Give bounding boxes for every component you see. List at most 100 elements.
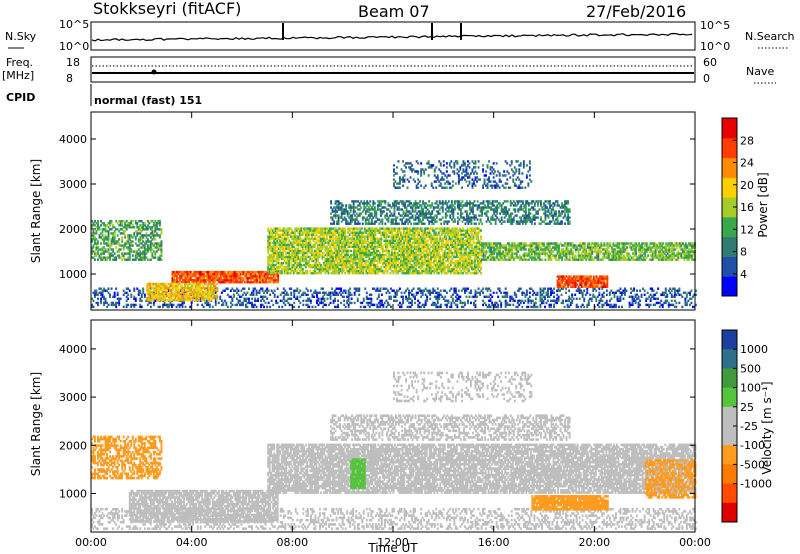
heatmap-cell: [255, 299, 258, 303]
heatmap-cell: [182, 296, 185, 300]
heatmap-cell: [300, 293, 303, 297]
heatmap-cell: [177, 276, 180, 280]
heatmap-cell: [98, 228, 101, 231]
heatmap-cell: [618, 305, 620, 309]
heatmap-cell: [149, 284, 152, 288]
heatmap-cell: [262, 270, 265, 274]
heatmap-cell: [133, 232, 136, 235]
heatmap-cell: [340, 287, 343, 290]
heatmap-cell: [295, 239, 298, 243]
heatmap-cell: [253, 272, 256, 276]
heatmap-cell: [128, 289, 131, 292]
heatmap-cell: [432, 303, 435, 307]
heatmap-cell: [191, 290, 194, 294]
heatmap-cell: [624, 291, 626, 295]
heatmap-cell: [323, 297, 326, 301]
heatmap-cell: [300, 227, 303, 230]
heatmap-cell: [673, 295, 676, 299]
heatmap-cell: [303, 255, 306, 259]
heatmap-cell: [206, 294, 209, 298]
heatmap-cell: [136, 252, 139, 255]
heatmap-cell: [424, 301, 427, 305]
heatmap-cell: [689, 303, 691, 307]
heatmap-cell: [264, 301, 267, 305]
heatmap-cell: [142, 258, 145, 261]
heatmap-cell: [202, 292, 205, 296]
heatmap-cell: [648, 305, 651, 309]
heatmap-cell: [233, 272, 236, 276]
heatmap-cell: [163, 288, 165, 292]
heatmap-cell: [134, 303, 137, 307]
heatmap-cell: [689, 297, 691, 301]
heatmap-cell: [127, 236, 130, 239]
heatmap-cell: [104, 301, 107, 305]
heatmap-cell: [553, 295, 556, 299]
heatmap-cell: [273, 255, 276, 259]
heatmap-cell: [278, 305, 281, 309]
heatmap-cell: [560, 293, 563, 297]
heatmap-cell: [137, 248, 140, 251]
heatmap-cell: [353, 291, 356, 295]
heatmap-cell: [454, 287, 457, 290]
heatmap-cell: [556, 289, 559, 292]
heatmap-cell: [118, 299, 121, 303]
heatmap-cell: [274, 281, 277, 284]
heatmap-cell: [300, 249, 303, 253]
heatmap-cell: [197, 270, 200, 274]
heatmap-cell: [693, 305, 696, 309]
heatmap-cell: [142, 291, 145, 295]
heatmap-cell: [158, 296, 161, 300]
heatmap-cell: [178, 299, 181, 302]
heatmap-cell: [109, 258, 112, 261]
heatmap-cell: [276, 269, 279, 273]
heatmap-cell: [133, 295, 136, 299]
heatmap-cell: [288, 287, 291, 290]
heatmap-cell: [146, 220, 149, 223]
heatmap-cell: [158, 286, 161, 290]
heatmap-cell: [236, 278, 239, 282]
heatmap-cell: [127, 226, 130, 229]
heatmap-cell: [260, 305, 263, 309]
heatmap-cell: [160, 294, 162, 298]
heatmap-cell: [272, 274, 275, 278]
heatmap-cell: [167, 299, 170, 302]
heatmap-cell: [583, 299, 586, 303]
heatmap-cell: [651, 295, 654, 299]
heatmap-cell: [295, 265, 298, 269]
heatmap-cell: [273, 247, 276, 251]
heatmap-cell: [257, 291, 260, 295]
heatmap-cell: [178, 282, 181, 286]
heatmap-cell: [280, 237, 283, 241]
heatmap-cell: [294, 257, 297, 261]
heatmap-cell: [125, 287, 128, 290]
heatmap-cell: [127, 240, 130, 243]
heatmap-cell: [172, 286, 174, 290]
heatmap-cell: [100, 232, 103, 235]
heatmap-cell: [148, 222, 151, 225]
heatmap-cell: [580, 291, 583, 295]
heatmap-cell: [396, 299, 398, 303]
heatmap-cell: [368, 301, 371, 305]
heatmap-cell: [92, 238, 95, 241]
heatmap-cell: [98, 254, 101, 257]
heatmap-cell: [256, 281, 259, 284]
heatmap-cell: [312, 251, 315, 255]
heatmap-cell: [554, 301, 557, 305]
heatmap-cell: [673, 289, 676, 292]
heatmap-cell: [109, 295, 112, 299]
heatmap-cell: [91, 305, 93, 309]
heatmap-cell: [220, 299, 223, 303]
heatmap-cell: [245, 281, 248, 284]
heatmap-cell: [263, 278, 266, 282]
heatmap-cell: [248, 274, 251, 278]
heatmap-cell: [100, 248, 103, 251]
heatmap-cell: [271, 257, 274, 261]
heatmap-cell: [239, 272, 242, 276]
heatmap-cell: [306, 272, 309, 275]
heatmap-cell: [212, 290, 215, 294]
heatmap-cell: [301, 247, 304, 251]
heatmap-cell: [238, 281, 240, 284]
heatmap-cell: [267, 259, 270, 263]
heatmap-cell: [383, 301, 386, 305]
heatmap-cell: [553, 287, 556, 290]
